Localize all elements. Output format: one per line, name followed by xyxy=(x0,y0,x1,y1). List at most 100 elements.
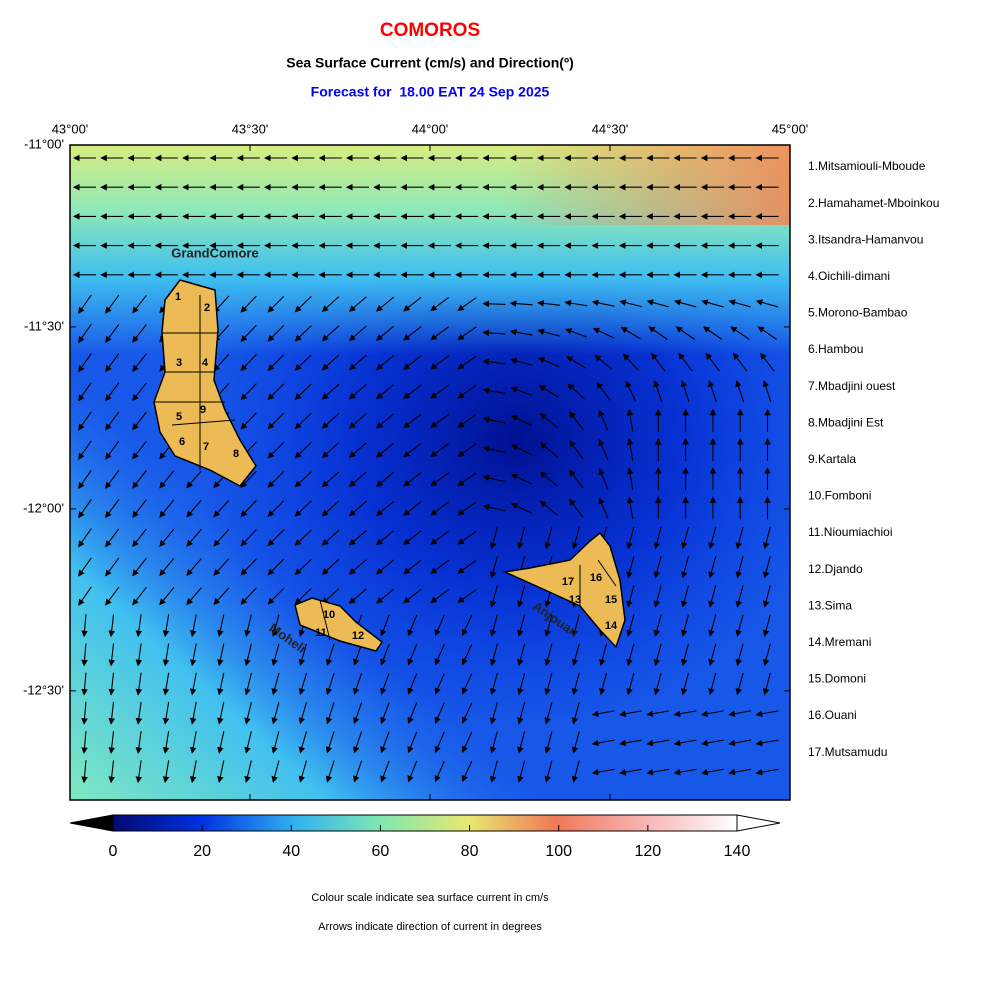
current-arrow xyxy=(626,672,635,696)
current-arrow xyxy=(509,300,533,307)
current-arrow xyxy=(517,672,526,696)
current-arrow xyxy=(132,440,147,460)
current-arrow xyxy=(135,672,143,696)
current-arrow xyxy=(380,731,390,754)
current-arrow xyxy=(680,556,689,579)
current-arrow xyxy=(430,355,450,370)
current-arrow xyxy=(294,325,312,342)
current-arrow xyxy=(189,760,197,784)
current-arrow xyxy=(78,586,92,606)
forecast: Forecast for 18.00 EAT 24 Sep 2025 xyxy=(311,84,550,100)
current-arrow xyxy=(591,299,615,307)
current-arrow xyxy=(708,556,717,579)
colorbar-high-end xyxy=(736,814,781,832)
current-arrow xyxy=(380,643,390,666)
colorbar: 0 20 40 60 80 100 120 140 xyxy=(69,814,781,860)
current-arrow xyxy=(653,672,662,696)
current-arrow xyxy=(135,760,143,784)
current-arrow xyxy=(700,768,724,776)
current-arrow xyxy=(701,299,724,308)
current-arrow xyxy=(680,526,689,550)
current-arrow xyxy=(728,768,752,776)
current-arrow xyxy=(403,471,422,487)
current-arrow xyxy=(159,499,175,518)
current-arrow xyxy=(271,702,280,725)
current-arrow xyxy=(434,644,445,666)
current-arrow xyxy=(159,587,175,606)
region-number: 14 xyxy=(605,620,618,632)
current-arrow xyxy=(646,710,670,718)
current-arrow xyxy=(213,587,230,605)
current-arrow xyxy=(217,614,225,638)
lon-tick-label: 44°00' xyxy=(412,121,449,136)
current-arrow xyxy=(348,588,367,604)
current-arrow xyxy=(517,731,526,754)
lon-tick-label: 43°30' xyxy=(232,121,269,136)
current-arrow xyxy=(267,383,285,401)
lon-tick-label: 43°00' xyxy=(52,121,89,136)
note: Colour scale indicate sea surface curren… xyxy=(311,892,549,904)
current-arrow xyxy=(108,614,115,638)
lat-tick-label: -12°00' xyxy=(23,500,64,515)
current-arrow xyxy=(673,299,697,308)
current-arrow xyxy=(375,442,395,458)
current-arrow xyxy=(325,702,335,725)
current-arrow xyxy=(240,324,257,342)
current-arrow xyxy=(569,411,584,430)
current-arrow xyxy=(735,526,744,550)
lat-tick-label: -11°00' xyxy=(24,136,64,151)
current-arrow xyxy=(294,296,312,313)
current-arrow xyxy=(135,643,143,667)
current-arrow xyxy=(673,768,697,776)
current-arrow xyxy=(537,328,560,337)
current-arrow xyxy=(407,731,418,754)
current-arrow xyxy=(271,614,280,637)
current-arrow xyxy=(434,702,445,724)
current-arrow xyxy=(510,415,532,427)
current-arrow xyxy=(213,353,230,372)
district-entry: 11.Nioumiachioi xyxy=(808,525,893,539)
current-arrow xyxy=(762,526,771,550)
current-arrow xyxy=(240,412,257,430)
district-entry: 3.Itsandra-Hamanvou xyxy=(808,232,923,246)
lat-tick-label: -12°30' xyxy=(23,682,64,697)
current-arrow xyxy=(591,768,615,776)
current-arrow xyxy=(105,353,120,373)
current-arrow xyxy=(353,673,363,696)
current-arrow xyxy=(162,731,170,754)
current-arrow xyxy=(510,444,532,456)
district-entry: 16.Ouani xyxy=(808,708,857,722)
current-arrow xyxy=(430,530,450,545)
current-arrow xyxy=(489,585,498,608)
district-entry: 6.Hambou xyxy=(808,342,863,356)
current-arrow xyxy=(294,412,312,430)
district-borders xyxy=(155,295,617,641)
current-arrow xyxy=(592,327,614,339)
current-arrow xyxy=(186,558,202,576)
current-arrow xyxy=(132,557,147,577)
district-entry: 13.Sima xyxy=(808,598,852,612)
region-number: 11 xyxy=(315,627,327,639)
current-arrow xyxy=(482,300,506,308)
current-arrow xyxy=(673,739,697,747)
current-arrow xyxy=(298,731,308,754)
current-arrow xyxy=(105,470,120,489)
current-arrow xyxy=(78,440,92,460)
current-arrow xyxy=(430,413,450,429)
current-arrow xyxy=(189,731,197,754)
current-arrow xyxy=(267,295,285,313)
current-arrow xyxy=(375,530,395,546)
current-arrow xyxy=(762,643,771,667)
current-arrow xyxy=(108,643,115,667)
current-arrow xyxy=(735,643,744,667)
current-arrow xyxy=(348,413,367,429)
current-arrow xyxy=(294,442,312,459)
current-arrow xyxy=(544,760,553,783)
current-arrow xyxy=(403,355,422,370)
current-arrow xyxy=(105,528,120,548)
current-arrow xyxy=(735,585,744,608)
current-arrow xyxy=(186,499,202,518)
colorbar-tick-label: 100 xyxy=(545,843,572,860)
colorbar-tick-label: 20 xyxy=(193,843,211,860)
